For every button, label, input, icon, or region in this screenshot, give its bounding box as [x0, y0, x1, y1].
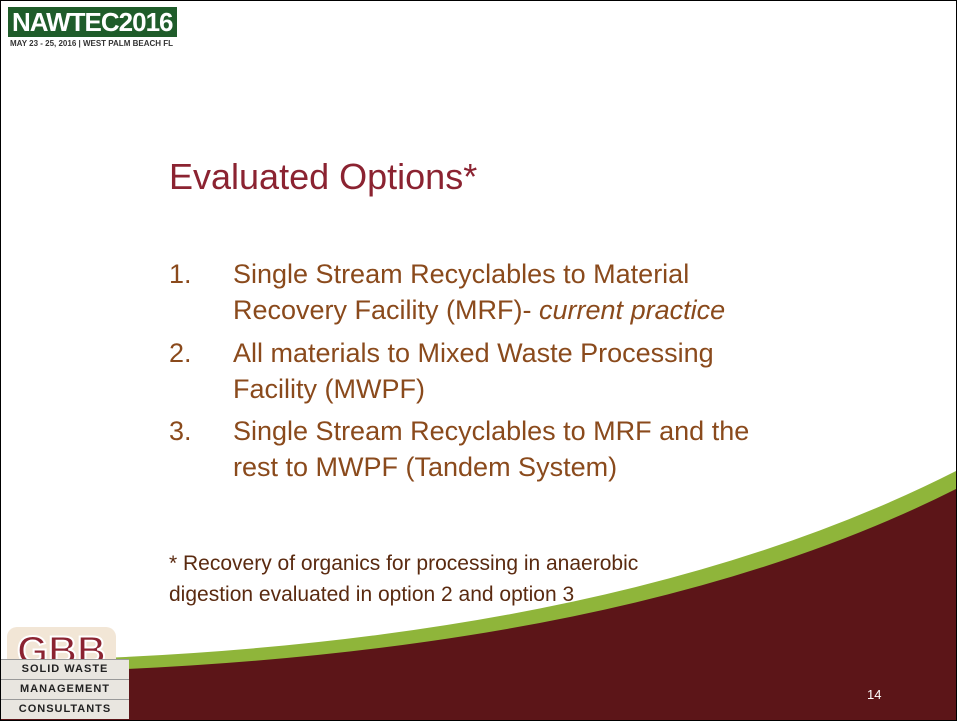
company-logo-line: CONSULTANTS [1, 699, 129, 719]
slide-title: Evaluated Options* [169, 156, 478, 197]
footnote-line: * Recovery of organics for processing in… [169, 552, 639, 575]
company-logo-line: SOLID WASTE [1, 659, 129, 679]
item-text: Single Stream Recyclables to MRF and the [233, 416, 750, 446]
item-line: Single Stream Recyclables to Material [233, 259, 689, 290]
item-text: Facility (MWPF) [233, 374, 425, 404]
item-number: 2. [169, 338, 192, 368]
item-text: Single Stream Recyclables to Material [233, 259, 690, 289]
item-line: Single Stream Recyclables to MRF and the [233, 416, 749, 447]
item-line: All materials to Mixed Waste Processing [233, 338, 714, 369]
page-number: 14 [867, 687, 882, 702]
item-number: 3. [169, 416, 192, 446]
maroon-swoosh [1, 489, 956, 720]
item-number: 1. [169, 259, 192, 289]
event-logo: NAWTEC2016 [8, 7, 177, 37]
item-text: All materials to Mixed Waste Processing [233, 338, 714, 368]
footnote-line: digestion evaluated in option 2 and opti… [169, 583, 575, 606]
item-emphasis: current practice [539, 295, 726, 325]
item-text: Recovery Facility (MRF)- [233, 295, 532, 325]
item-line: rest to MWPF (Tandem System) [233, 452, 617, 483]
event-tagline: MAY 23 - 25, 2016 | WEST PALM BEACH FL [10, 39, 174, 48]
item-line: Facility (MWPF) [233, 374, 425, 405]
company-logo-line: MANAGEMENT [1, 679, 129, 699]
item-text: rest to MWPF (Tandem System) [233, 452, 618, 482]
item-line: Recovery Facility (MRF)- current practic… [233, 295, 725, 326]
